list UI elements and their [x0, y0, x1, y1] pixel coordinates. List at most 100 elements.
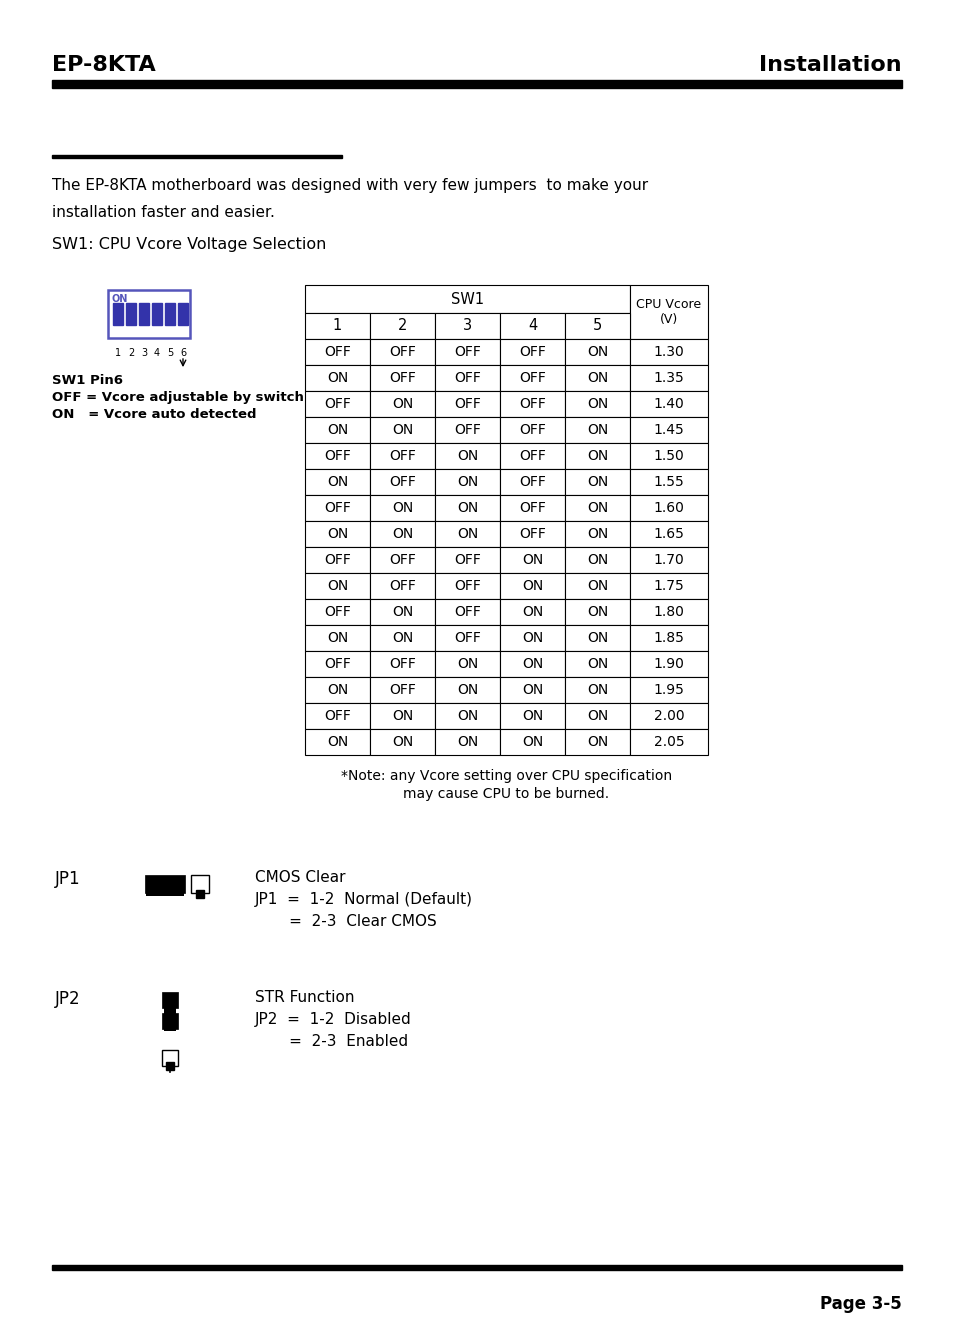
Text: ON: ON: [586, 631, 607, 645]
Bar: [305, 703, 370, 729]
Text: ON: ON: [327, 735, 348, 749]
Text: ON: ON: [392, 501, 413, 514]
Bar: [370, 496, 435, 521]
Bar: [629, 651, 707, 677]
Text: OFF: OFF: [324, 397, 351, 411]
Bar: [499, 651, 564, 677]
Text: ON: ON: [521, 631, 542, 645]
Bar: [564, 546, 629, 573]
Text: OFF: OFF: [324, 709, 351, 723]
Text: OFF: OFF: [324, 605, 351, 619]
Bar: [629, 703, 707, 729]
Text: OFF: OFF: [518, 424, 545, 437]
Text: ON: ON: [456, 526, 477, 541]
Text: OFF: OFF: [518, 397, 545, 411]
Text: may cause CPU to be burned.: may cause CPU to be burned.: [403, 787, 609, 802]
Bar: [435, 417, 499, 444]
Text: =  2-3  Clear CMOS: = 2-3 Clear CMOS: [254, 914, 436, 929]
Bar: [435, 469, 499, 496]
Bar: [435, 677, 499, 703]
Text: ON: ON: [456, 683, 477, 697]
Bar: [370, 625, 435, 651]
Text: ON: ON: [392, 605, 413, 619]
Bar: [435, 546, 499, 573]
Text: OFF: OFF: [454, 345, 480, 359]
Text: ON: ON: [456, 449, 477, 464]
Text: ON: ON: [586, 397, 607, 411]
Bar: [195, 890, 204, 898]
Bar: [305, 285, 629, 313]
Bar: [499, 313, 564, 339]
Bar: [435, 573, 499, 599]
Bar: [305, 599, 370, 625]
Bar: [145, 875, 185, 892]
Bar: [564, 625, 629, 651]
Bar: [629, 677, 707, 703]
Text: ON: ON: [521, 605, 542, 619]
Text: OFF: OFF: [389, 449, 416, 464]
Bar: [564, 365, 629, 391]
Text: 1.95: 1.95: [653, 683, 683, 697]
Bar: [435, 703, 499, 729]
Bar: [629, 339, 707, 365]
Bar: [629, 444, 707, 469]
Bar: [52, 1265, 901, 1271]
Bar: [564, 339, 629, 365]
Bar: [564, 469, 629, 496]
Bar: [112, 303, 123, 325]
Text: =  2-3  Enabled: = 2-3 Enabled: [254, 1034, 408, 1049]
Text: 2: 2: [397, 318, 407, 334]
Text: OFF: OFF: [324, 449, 351, 464]
Bar: [499, 729, 564, 755]
Text: ON: ON: [521, 657, 542, 671]
Text: ON: ON: [521, 683, 542, 697]
Text: ON   = Vcore auto detected: ON = Vcore auto detected: [52, 407, 256, 421]
Text: OFF: OFF: [454, 578, 480, 593]
Bar: [305, 521, 370, 546]
Bar: [629, 496, 707, 521]
Bar: [629, 573, 707, 599]
Bar: [499, 339, 564, 365]
Bar: [629, 285, 707, 339]
Text: OFF: OFF: [518, 449, 545, 464]
Bar: [629, 546, 707, 573]
Text: 1.45: 1.45: [653, 424, 683, 437]
Bar: [499, 573, 564, 599]
Text: OFF: OFF: [518, 371, 545, 385]
Text: ON: ON: [586, 578, 607, 593]
Bar: [146, 884, 184, 896]
Bar: [370, 703, 435, 729]
Bar: [435, 496, 499, 521]
Text: OFF: OFF: [518, 476, 545, 489]
Bar: [178, 303, 188, 325]
Bar: [499, 391, 564, 417]
Text: ON: ON: [586, 345, 607, 359]
Bar: [162, 993, 178, 1007]
Text: JP1  =  1-2  Normal (Default): JP1 = 1-2 Normal (Default): [254, 892, 473, 907]
Text: ON: ON: [456, 735, 477, 749]
Bar: [564, 599, 629, 625]
Bar: [370, 729, 435, 755]
Bar: [164, 998, 175, 1031]
Bar: [370, 546, 435, 573]
Bar: [435, 444, 499, 469]
Text: SW1: SW1: [451, 291, 483, 306]
Bar: [162, 1013, 178, 1029]
Text: 6: 6: [180, 347, 186, 358]
Bar: [564, 417, 629, 444]
Text: ON: ON: [586, 501, 607, 514]
Bar: [126, 303, 136, 325]
Text: ON: ON: [112, 294, 129, 305]
Text: ON: ON: [456, 476, 477, 489]
Text: OFF: OFF: [324, 501, 351, 514]
Text: CPU Vcore
(V): CPU Vcore (V): [636, 298, 700, 326]
Text: SW1 Pin6: SW1 Pin6: [52, 374, 123, 387]
Bar: [191, 875, 209, 892]
Text: 1: 1: [333, 318, 342, 334]
Text: 1.40: 1.40: [653, 397, 683, 411]
Bar: [305, 651, 370, 677]
Bar: [370, 391, 435, 417]
Text: ON: ON: [327, 371, 348, 385]
Bar: [305, 496, 370, 521]
Bar: [564, 573, 629, 599]
